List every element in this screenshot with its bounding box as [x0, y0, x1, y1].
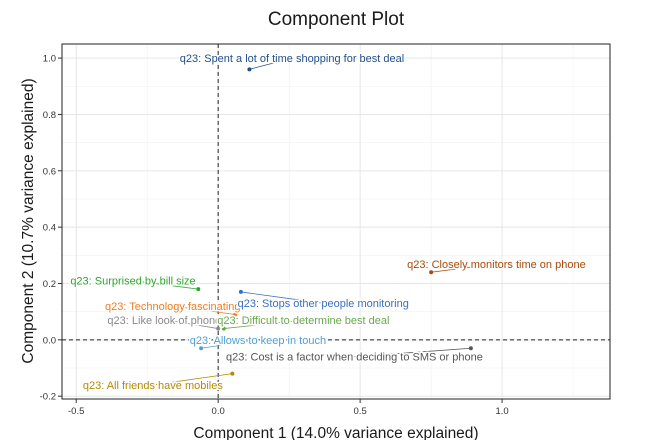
plot-panel [62, 44, 610, 399]
point-label-halo: q23: Closely monitors time on phone [407, 259, 586, 271]
point-label: q23: Cost is a factor when deciding to S… [226, 352, 483, 364]
leader-line [354, 347, 471, 358]
axes: -0.5 0.0 0.5 1.0 -0.2 0.0 0.2 0.4 0.6 0.8 1.0 [40, 54, 509, 417]
chart-title: Component Plot [268, 9, 405, 30]
leader-line [249, 57, 293, 70]
leader-line [223, 319, 304, 329]
point-label-halo: q23: Stops other people monitoring [238, 298, 409, 310]
data-point [233, 312, 238, 317]
point-label-halo: q23: Difficult to determine best deal [217, 315, 389, 327]
leader-line [431, 263, 497, 273]
x-tick-label: -0.5 [68, 406, 84, 417]
data-point [238, 289, 243, 294]
y-axis-label: Component 2 (10.7% variance explained) [20, 78, 37, 363]
point-label: q23: Technology fascinating [105, 301, 241, 313]
y-tick-label: 0.8 [43, 110, 56, 121]
point-label-halo: q23: Surprised by bill size [70, 276, 195, 288]
data-point [221, 326, 226, 331]
reference-lines [62, 44, 610, 399]
data-point [199, 346, 204, 351]
point-label: q23: Allows to keep in touch [190, 335, 326, 347]
x-tick-label: 0.0 [212, 406, 225, 417]
y-tick-label: 0.4 [43, 223, 56, 234]
y-tick-label: 0.2 [43, 279, 56, 290]
leader-line [172, 305, 236, 315]
y-tick-label: -0.2 [40, 392, 56, 403]
data-point [230, 371, 235, 376]
data-point [429, 270, 434, 275]
point-label: q23: All friends have mobiles [83, 380, 224, 392]
point-label-halo: q23: Allows to keep in touch [190, 335, 326, 347]
y-tick-label: 1.0 [43, 54, 56, 65]
point-label-halo: q23: Spent a lot of time shopping for be… [180, 53, 404, 65]
point-label-halo: q23: Technology fascinating [105, 301, 241, 313]
plot-border [61, 43, 611, 400]
point-label: q23: Closely monitors time on phone [407, 259, 586, 271]
point-label: q23: Stops other people monitoring [238, 298, 409, 310]
point-label-halo: q23: Cost is a factor when deciding to S… [226, 352, 483, 364]
point-label: q23: Difficult to determine best deal [217, 315, 389, 327]
data-point [247, 67, 252, 72]
x-tick-label: 0.5 [354, 406, 367, 417]
y-tick-label: 0.0 [43, 335, 56, 346]
leader-line [152, 373, 233, 386]
point-label: q23: Spent a lot of time shopping for be… [180, 53, 404, 65]
leader-line [240, 291, 324, 304]
y-tick-label: 0.6 [43, 166, 56, 177]
x-tick-label: 1.0 [495, 406, 508, 417]
leader-line [132, 280, 199, 290]
point-label: q23: Like look of phones [107, 315, 227, 327]
point-label-halo: q23: Like look of phones [107, 315, 227, 327]
x-axis-label: Component 1 (14.0% variance explained) [193, 425, 478, 440]
point-label: q23: Surprised by bill size [70, 276, 195, 288]
data-point [216, 326, 221, 331]
point-label-halo: q23: All friends have mobiles [83, 380, 224, 392]
data-point [196, 287, 201, 292]
data-point [468, 346, 473, 351]
leader-line [166, 319, 219, 329]
leader-line [201, 339, 258, 349]
data-points: q23: Spent a lot of time shopping for be… [69, 52, 587, 394]
